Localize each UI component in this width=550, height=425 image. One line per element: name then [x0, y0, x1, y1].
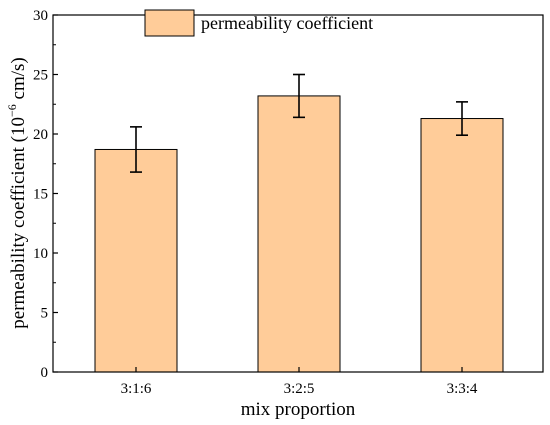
y-axis-ticks: 0 5 10 15 20 25 30: [33, 8, 58, 381]
y-tick-label-5: 5: [41, 306, 49, 322]
y-axis-label-suffix: cm/s): [8, 57, 29, 104]
legend-label: permeability coefficient: [201, 13, 373, 33]
bar-1: [94, 148, 178, 373]
y-tick-label-0: 0: [41, 365, 49, 381]
y-axis-label-exponent: −6: [5, 104, 19, 117]
x-tick-label-2: 3:2:5: [284, 381, 315, 397]
x-tick-label-3: 3:3:4: [447, 381, 478, 397]
y-tick-label-30: 30: [33, 8, 48, 24]
x-axis-label: mix proportion: [241, 399, 356, 420]
bar-3: [420, 118, 504, 373]
x-axis-ticks: 3:1:6 3:2:5 3:3:4: [121, 367, 478, 397]
y-tick-label-15: 15: [33, 187, 48, 203]
y-tick-label-20: 20: [33, 127, 48, 143]
error-bars: [130, 73, 468, 173]
legend: permeability coefficient: [144, 9, 373, 37]
x-tick-label-1: 3:1:6: [121, 381, 152, 397]
y-axis-label: permeability coefficient (10−6 cm/s): [5, 57, 29, 328]
bars: [94, 95, 504, 373]
y-axis-label-prefix: permeability coefficient (10: [8, 117, 29, 329]
y-tick-label-25: 25: [33, 68, 48, 84]
bar-2: [257, 95, 341, 373]
legend-swatch: [144, 9, 195, 37]
y-tick-label-10: 10: [33, 246, 48, 262]
